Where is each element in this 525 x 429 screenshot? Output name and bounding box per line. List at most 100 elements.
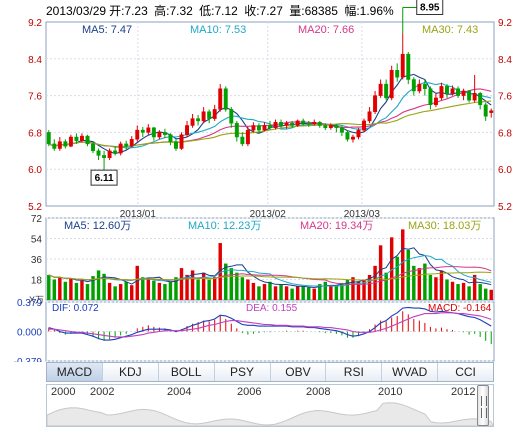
- candle-body: [433, 97, 438, 106]
- candle-body: [46, 132, 51, 145]
- volume-bar: [174, 277, 178, 300]
- candle-body: [483, 104, 488, 117]
- candle-body: [146, 127, 151, 133]
- candle-body: [422, 83, 427, 89]
- candle-body: [229, 109, 234, 124]
- price-y-tick-right: 6.8: [498, 128, 512, 139]
- tab-macd[interactable]: MACD: [47, 363, 103, 381]
- volume-bar: [146, 279, 151, 300]
- candle-body: [389, 70, 394, 99]
- volume-bar: [428, 274, 433, 300]
- candle-body: [467, 90, 472, 101]
- volume-bar: [74, 282, 79, 300]
- candle-body: [356, 129, 361, 138]
- candle-body: [74, 136, 79, 141]
- timeline-navigator[interactable]: 2000 2002 2004 2006 2008 2010 2012: [46, 384, 494, 427]
- quote-change: 幅:1.96%: [344, 4, 394, 18]
- price-ma-label: MA10: 7.53: [190, 24, 246, 36]
- volume-bar: [63, 281, 68, 300]
- tab-obv[interactable]: OBV: [271, 363, 327, 381]
- volume-bar: [157, 282, 162, 300]
- tab-kdj[interactable]: KDJ: [103, 363, 159, 381]
- quote-low: 低:7.12: [199, 4, 238, 18]
- candle-body: [102, 155, 107, 158]
- volume-ma-label: MA20: 19.34万: [300, 220, 373, 232]
- tab-cci[interactable]: CCI: [455, 365, 476, 379]
- navigator-year-label: 2004: [167, 386, 192, 398]
- candle-body: [317, 122, 322, 126]
- volume-bar: [168, 281, 173, 300]
- candle-body: [384, 83, 389, 99]
- volume-bar: [345, 279, 350, 300]
- candle-body: [234, 122, 239, 138]
- volume-bar: [246, 279, 250, 300]
- volume-bar: [329, 285, 333, 300]
- volume-bar: [312, 288, 316, 300]
- volume-bar: [389, 237, 394, 300]
- volume-bar: [135, 265, 139, 300]
- candle-body: [450, 88, 455, 94]
- volume-bar: [362, 279, 366, 300]
- volume-ma-label: MA10: 12.23万: [188, 220, 261, 232]
- macd-value-label: MACD: -0.164: [428, 303, 492, 314]
- candle-body: [212, 109, 217, 119]
- candle-body: [190, 118, 195, 126]
- navigator-year-label: 2006: [237, 386, 262, 398]
- volume-bar: [85, 284, 90, 300]
- volume-bar: [107, 282, 112, 300]
- volume-bar: [58, 277, 62, 300]
- tab-wvad[interactable]: WVAD: [382, 363, 439, 381]
- tab-psy[interactable]: PSY: [215, 363, 271, 381]
- candle-body: [279, 122, 284, 126]
- candle-body: [345, 132, 350, 140]
- volume-bar: [456, 284, 460, 300]
- candle-body: [251, 125, 256, 131]
- volume-bar: [384, 272, 388, 300]
- candle-body: [367, 111, 372, 122]
- tab-rsi[interactable]: RSI: [326, 363, 383, 381]
- candle-body: [339, 127, 344, 133]
- volume-y-tick: 18: [31, 276, 43, 287]
- stock-chart[interactable]: 9.2 9.2 8.4 8.4 7.6 7.6 6.8 6.8 6.0 6.0 5.2 5.2 2013…: [0, 0, 525, 362]
- volume-bar: [235, 272, 239, 300]
- price-x-tick: 2013/01: [120, 209, 157, 220]
- volume-bar: [212, 277, 217, 300]
- navigator-years: 2000 2002 2004 2006 2008 2010 2012: [47, 385, 493, 399]
- price-panel-frame: [45, 21, 495, 207]
- volume-bar: [102, 273, 106, 300]
- volume-bar: [340, 282, 344, 300]
- candle-body: [406, 53, 411, 80]
- candle-body: [256, 125, 261, 131]
- volume-y-tick: 72: [31, 214, 43, 225]
- volume-bar: [80, 280, 84, 300]
- volume-bar: [251, 282, 256, 300]
- navigator-history-area: [47, 402, 493, 426]
- volume-bar: [461, 282, 466, 300]
- volume-bar: [201, 272, 206, 300]
- navigator-range-handle[interactable]: [477, 385, 489, 426]
- candle-body: [350, 136, 355, 140]
- quote-close: 收:7.27: [244, 4, 283, 18]
- high-callout-box: [416, 0, 444, 15]
- volume-bar: [334, 286, 339, 300]
- candle-body: [91, 143, 95, 152]
- candle-body: [328, 125, 333, 129]
- candle-body: [135, 129, 140, 140]
- navigator-year-label: 2010: [378, 386, 403, 398]
- volume-bar: [489, 289, 493, 300]
- volume-bar: [152, 280, 156, 300]
- volume-ma-label: MA30: 18.03万: [408, 220, 481, 232]
- volume-bar: [445, 279, 449, 300]
- volume-ma10-line: [48, 254, 492, 287]
- candle-body: [218, 88, 223, 110]
- volume-bar: [434, 277, 438, 300]
- tab-boll[interactable]: BOLL: [159, 363, 215, 381]
- candle-body: [68, 136, 73, 147]
- volume-unit-label: X万: [29, 295, 44, 305]
- volume-bar: [483, 288, 488, 300]
- candle-body: [489, 110, 494, 113]
- candle-body: [179, 134, 184, 149]
- volume-bar: [207, 279, 211, 300]
- price-ma-label: MA20: 7.66: [298, 24, 354, 36]
- price-y-tick-left: 6.8: [28, 128, 42, 139]
